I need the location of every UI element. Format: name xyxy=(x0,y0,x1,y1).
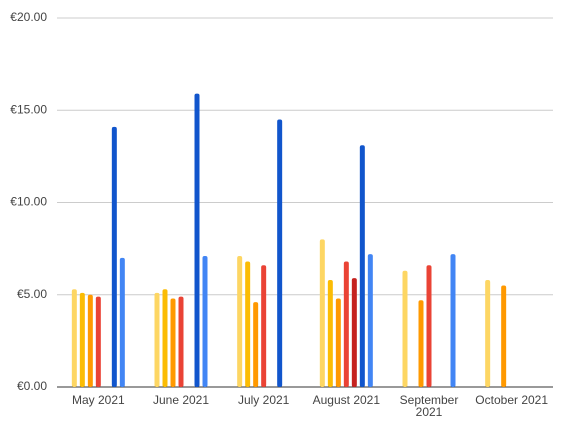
y-tick-label: €15.00 xyxy=(10,102,47,116)
bar xyxy=(359,145,365,387)
bar xyxy=(194,93,200,388)
x-tick-label: August 2021 xyxy=(312,393,381,407)
bar xyxy=(426,265,432,387)
bar xyxy=(450,254,456,387)
y-tick-label: €5.00 xyxy=(17,287,47,301)
bar xyxy=(245,261,251,387)
bar xyxy=(111,126,117,387)
bar xyxy=(87,294,93,387)
y-tick-label: €10.00 xyxy=(10,195,47,209)
bar xyxy=(327,279,333,387)
bar xyxy=(402,270,408,387)
bar xyxy=(79,292,85,387)
bar xyxy=(501,285,507,387)
bar xyxy=(237,256,243,387)
bar xyxy=(178,296,184,387)
bar xyxy=(202,256,208,387)
bar xyxy=(253,302,259,387)
bar xyxy=(277,119,283,387)
bar xyxy=(335,298,341,387)
bar xyxy=(162,289,168,387)
x-tick-label: June 2021 xyxy=(152,393,210,407)
bar xyxy=(319,239,325,387)
x-tick-label: July 2021 xyxy=(237,393,290,407)
bar xyxy=(351,278,357,387)
bar xyxy=(485,279,491,387)
x-tick-label: October 2021 xyxy=(475,393,549,407)
y-tick-label: €0.00 xyxy=(17,379,47,393)
x-tick-label: May 2021 xyxy=(71,393,125,407)
bar xyxy=(261,265,267,387)
bar xyxy=(95,296,101,387)
bar xyxy=(343,261,349,387)
bar xyxy=(119,257,125,387)
bar xyxy=(367,254,373,387)
y-tick-label: €20.00 xyxy=(10,10,47,24)
bar xyxy=(418,300,424,387)
bar xyxy=(170,298,176,387)
bar xyxy=(154,292,160,387)
x-tick-label: September 2021 xyxy=(399,393,459,419)
bar xyxy=(71,289,77,387)
